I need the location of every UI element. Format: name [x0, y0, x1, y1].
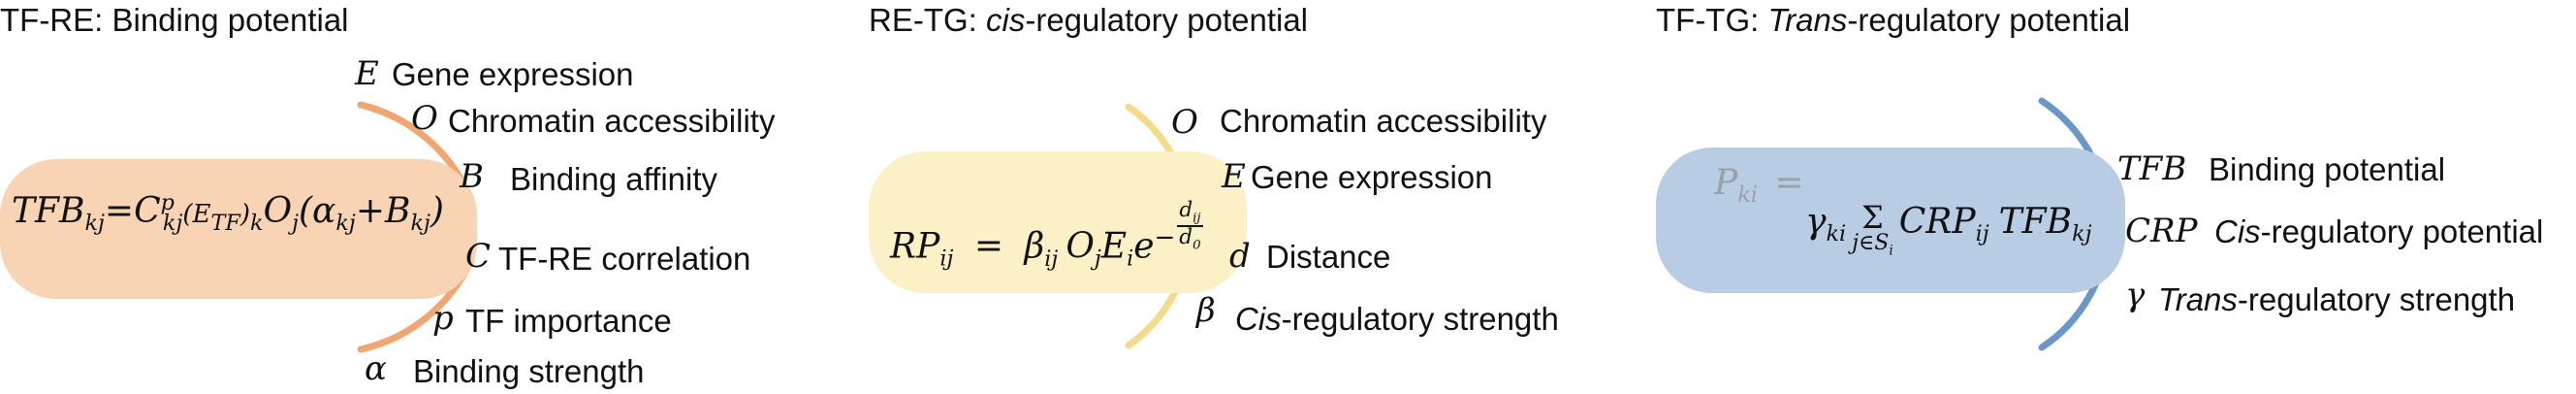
panel-title: TF-TG: Trans-regulatory potential	[1656, 2, 2131, 38]
var-e: E	[1222, 157, 1246, 196]
label-cis-regulatory-strength: Cis-regulatory strength	[1235, 301, 1559, 337]
var-alpha: α	[365, 349, 387, 388]
panel-title: RE-TG: cis-regulatory potential	[869, 2, 1309, 38]
label-chromatin-accessibility: Chromatin accessibility	[448, 103, 776, 139]
label-gene-expression: Gene expression	[1251, 159, 1493, 195]
panel-title: TF-RE: Binding potential	[0, 2, 349, 39]
var-b: B	[460, 157, 484, 196]
var-p: p	[432, 299, 454, 338]
trans-regulatory-lhs: Pki =	[1714, 163, 1804, 209]
var-gamma: γ	[2125, 276, 2146, 314]
panel-tf-re: TF-RE: Binding potential TFBkj=Cpkj(ETF)…	[0, 0, 853, 394]
label-tf-importance: TF importance	[465, 303, 672, 339]
label-trans-regulatory-strength: Trans-regulatory strength	[2158, 281, 2516, 317]
panel-re-tg: RE-TG: cis-regulatory potential RPij = β…	[869, 0, 1625, 394]
cis-regulatory-formula: RPij = βij OjEie− dij d0	[890, 198, 1203, 272]
var-e: E	[355, 54, 379, 93]
var-o: O	[411, 99, 438, 138]
var-crp: CRP	[2125, 212, 2198, 250]
var-d: d	[1229, 237, 1251, 276]
formula-pill	[0, 159, 477, 299]
label-chromatin-accessibility: Chromatin accessibility	[1220, 103, 1547, 139]
label-gene-expression: Gene expression	[392, 56, 634, 92]
label-distance: Distance	[1266, 239, 1391, 275]
label-binding-strength: Binding strength	[413, 353, 645, 389]
label-binding-affinity: Binding affinity	[510, 161, 718, 197]
label-cis-regulatory-potential: Cis-regulatory potential	[2214, 213, 2544, 249]
label-tf-re-correlation: TF-RE correlation	[498, 241, 751, 277]
panel-tf-tg: TF-TG: Trans-regulatory potential Pki = …	[1656, 0, 2576, 394]
binding-potential-formula: TFBkj=Cpkj(ETF)kOj(αkj+Bkj)	[12, 190, 444, 237]
title-main: Binding potential	[111, 2, 349, 38]
var-o: O	[1171, 103, 1198, 142]
label-binding-potential: Binding potential	[2209, 151, 2446, 187]
var-tfb: TFB	[2117, 149, 2187, 188]
var-beta: β	[1196, 291, 1216, 330]
formula-pill	[1656, 148, 2125, 293]
formula-pill	[869, 151, 1247, 293]
title-prefix: TF-RE:	[0, 2, 112, 38]
var-c: C	[465, 237, 492, 276]
